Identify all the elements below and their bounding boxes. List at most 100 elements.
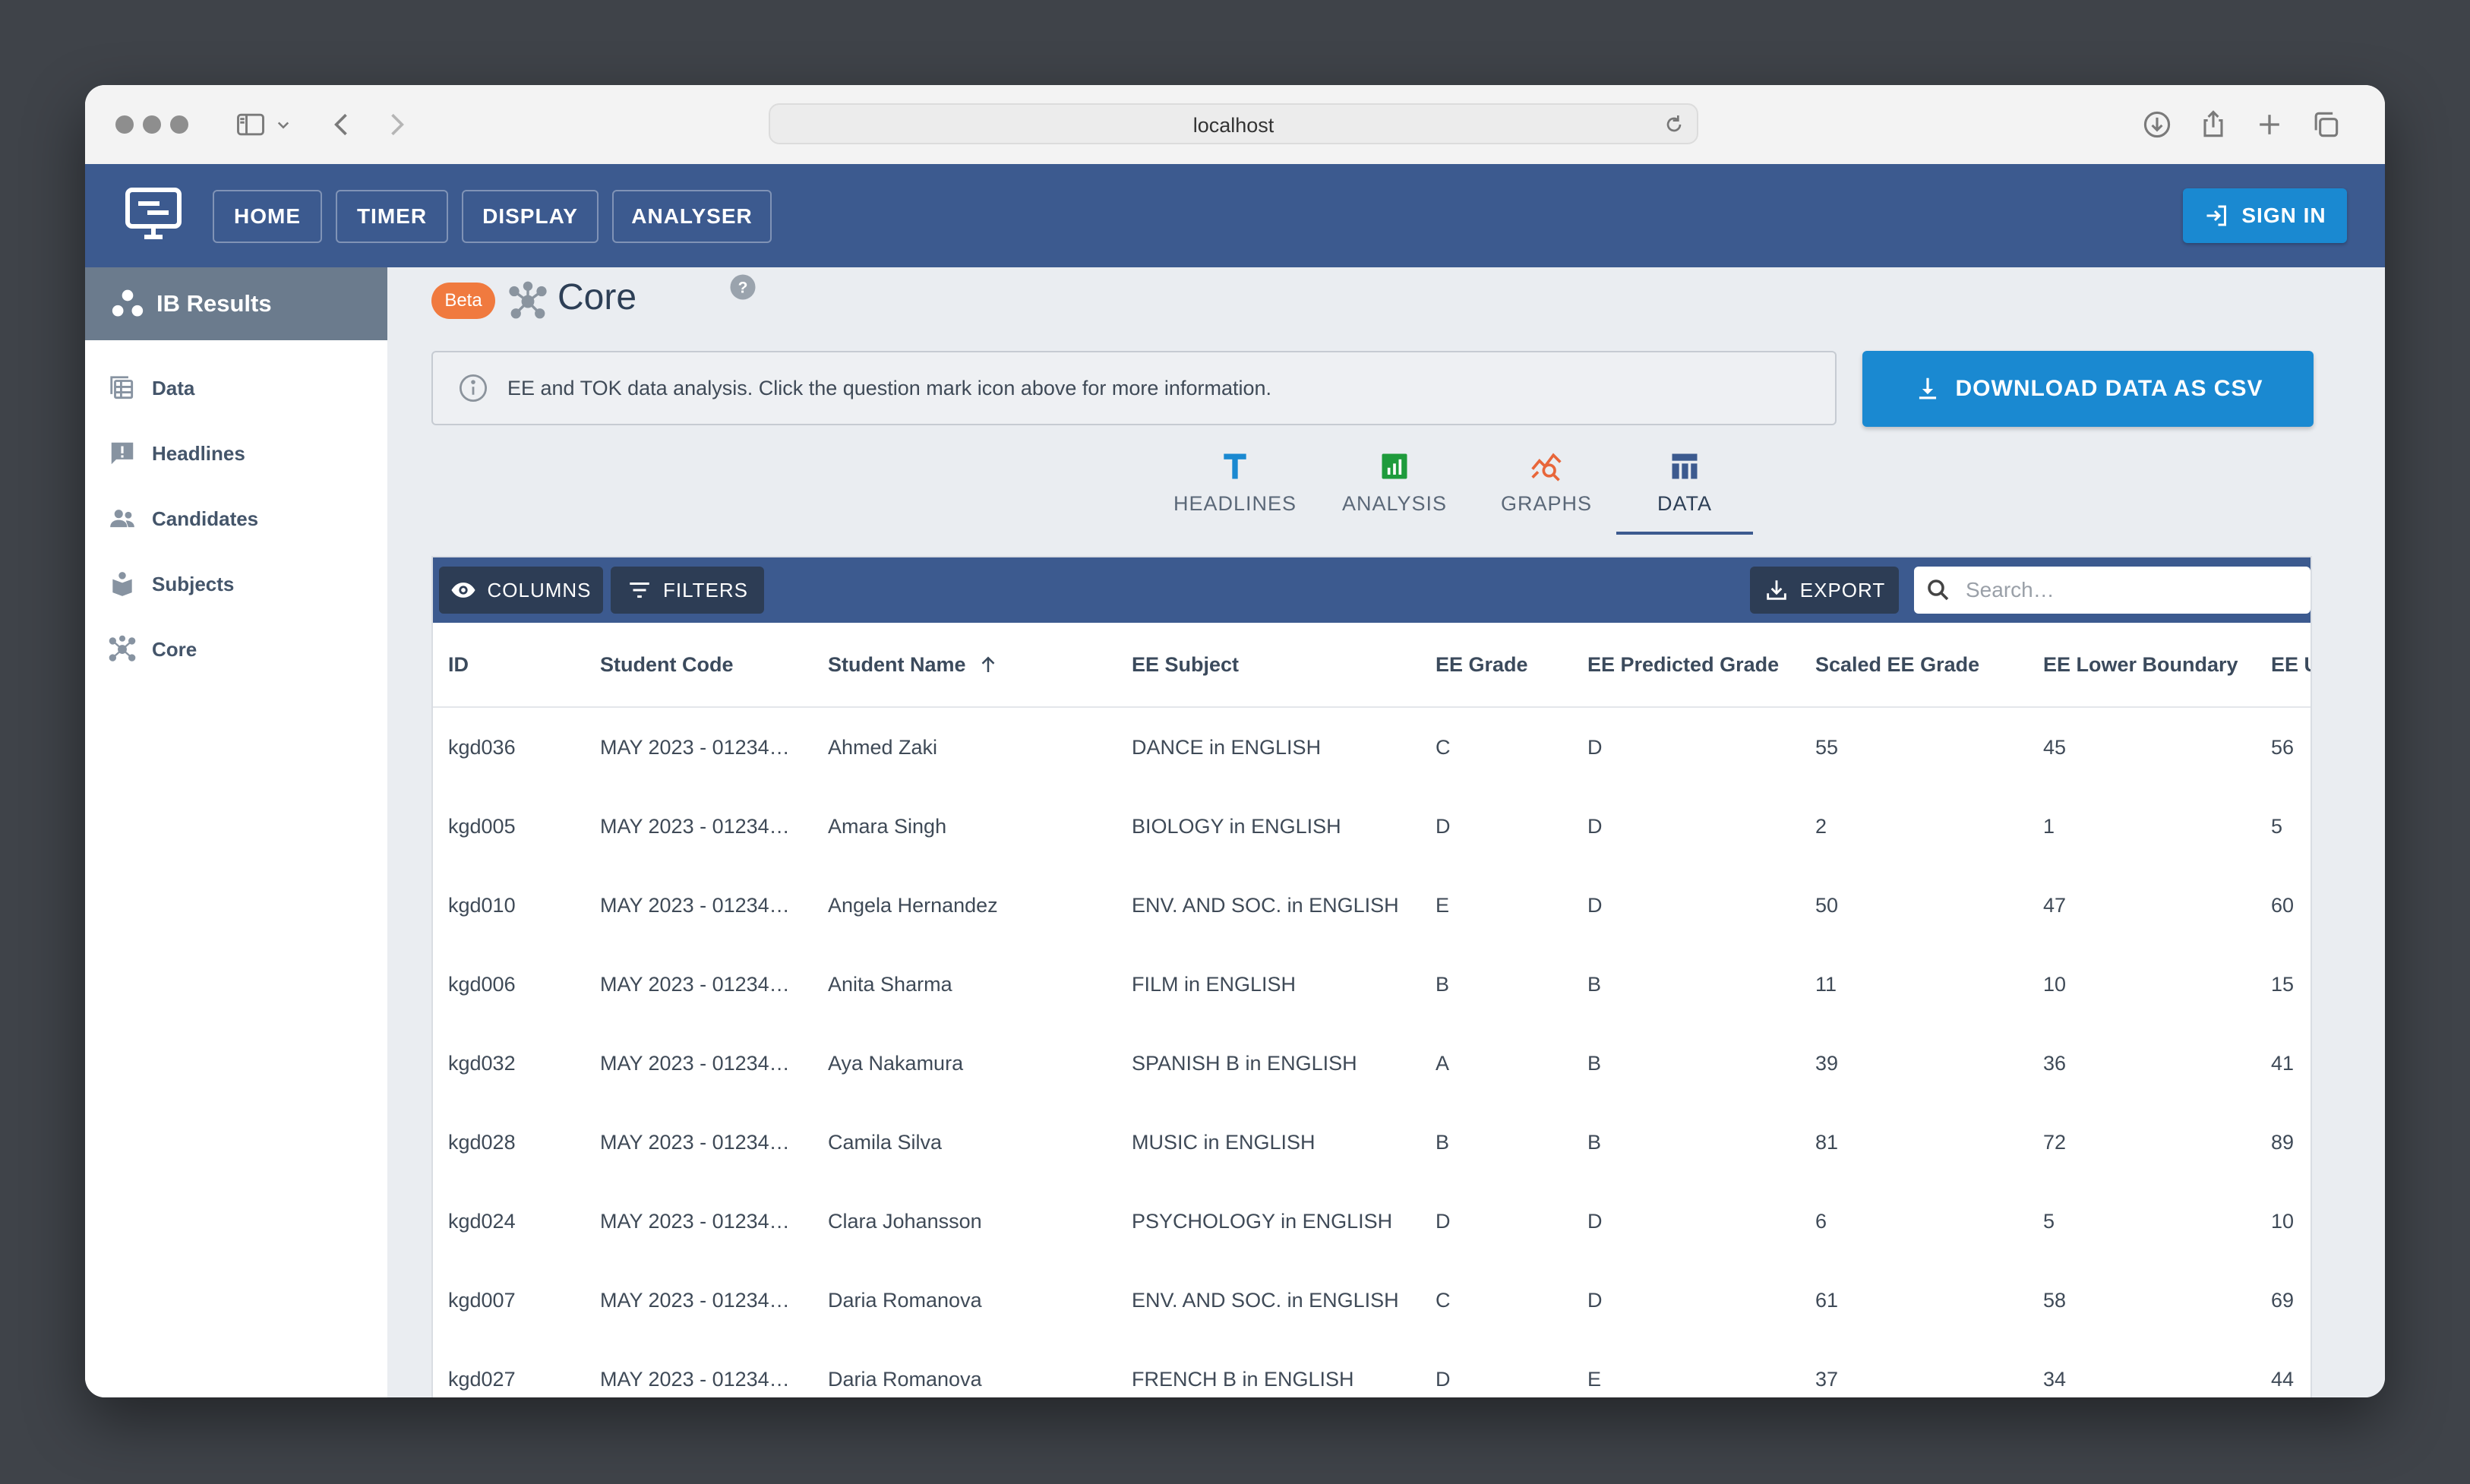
cell-scaled-ee-grade: 81 — [1815, 1130, 1839, 1154]
cell-student-code: MAY 2023 - 01234… — [600, 814, 790, 838]
cell-student-name: Daria Romanova — [828, 1367, 982, 1391]
cell-id: kgd036 — [448, 735, 516, 759]
cell-ee-predicted-grade: D — [1587, 893, 1603, 917]
filters-button[interactable]: FILTERS — [611, 567, 764, 614]
columns-button[interactable]: COLUMNS — [439, 567, 603, 614]
sidebar: IB Results Data Headlines Candidates Sub… — [85, 267, 389, 1397]
app-logo-icon[interactable] — [125, 187, 182, 240]
table-row[interactable]: kgd010 MAY 2023 - 01234… Angela Hernandez E… — [433, 866, 2310, 946]
nav-home-button[interactable]: HOME — [213, 190, 322, 243]
grid-toolbar: COLUMNS FILTERS EXPORT — [433, 557, 2310, 623]
cell-ee-subject: MUSIC in ENGLISH — [1132, 1130, 1316, 1154]
table-row[interactable]: kgd006 MAY 2023 - 01234… Anita Sharma FILM … — [433, 945, 2310, 1025]
sidebar-item-core[interactable]: Core — [85, 623, 387, 676]
cell-student-code: MAY 2023 - 01234… — [600, 735, 790, 759]
help-icon[interactable]: ? — [729, 273, 756, 301]
column-header-student-name[interactable]: Student Name — [828, 623, 1117, 706]
table-row[interactable]: kgd036 MAY 2023 - 01234… Ahmed Zaki DANCE i… — [433, 708, 2310, 788]
cell-student-name: Camila Silva — [828, 1130, 943, 1154]
cell-ee-lower-boundary: 45 — [2043, 735, 2067, 759]
browser-toolbar: localhost — [85, 85, 2385, 166]
sidebar-header[interactable]: IB Results — [85, 267, 387, 340]
cell-ee-subject: PSYCHOLOGY in ENGLISH — [1132, 1209, 1393, 1233]
column-header-ee-lower-boundary[interactable]: EE Lower Boundary — [2043, 652, 2238, 676]
table-row[interactable]: kgd028 MAY 2023 - 01234… Camila Silva MUSIC… — [433, 1103, 2310, 1183]
tab-analysis[interactable]: ANALYSIS — [1334, 445, 1455, 535]
tab-data[interactable]: DATA — [1616, 445, 1753, 535]
new-tab-icon[interactable] — [2253, 108, 2286, 141]
info-alert: EE and TOK data analysis. Click the ques… — [431, 351, 1837, 425]
table-row[interactable]: kgd027 MAY 2023 - 01234… Daria Romanova FRE… — [433, 1340, 2310, 1397]
tab-graphs[interactable]: GRAPHS — [1486, 445, 1607, 535]
address-bar[interactable]: localhost — [769, 103, 1698, 144]
cell-ee-upper-boundary: 89 — [2271, 1130, 2295, 1154]
tab-label: ANALYSIS — [1341, 492, 1448, 515]
nav-timer-button[interactable]: TIMER — [336, 190, 448, 243]
download-icon[interactable] — [2140, 108, 2174, 141]
cell-student-name: Amara Singh — [828, 814, 947, 838]
sign-in-button[interactable]: SIGN IN — [2183, 188, 2347, 243]
back-arrow-icon[interactable] — [325, 108, 358, 141]
table-row[interactable]: kgd005 MAY 2023 - 01234… Amara Singh BIOLOG… — [433, 787, 2310, 867]
sort-ascending-icon[interactable] — [977, 653, 1000, 676]
cell-ee-grade: C — [1436, 735, 1451, 759]
download-icon — [1919, 377, 1936, 399]
url-text: localhost — [1192, 114, 1274, 137]
search-input[interactable] — [1964, 577, 2286, 603]
sidebar-item-candidates[interactable]: Candidates — [85, 492, 387, 545]
cell-id: kgd028 — [448, 1130, 516, 1154]
forward-arrow-icon[interactable] — [380, 108, 413, 141]
cell-ee-predicted-grade: B — [1587, 972, 1602, 996]
share-icon[interactable] — [2197, 108, 2230, 141]
column-header-student-code[interactable]: Student Code — [600, 652, 734, 676]
tab-overview-icon[interactable] — [2309, 108, 2342, 141]
cell-ee-predicted-grade: E — [1587, 1367, 1602, 1391]
download-csv-button[interactable]: DOWNLOAD DATA AS CSV — [1862, 351, 2314, 427]
sidebar-item-label: Core — [152, 637, 197, 661]
cell-ee-subject: FILM in ENGLISH — [1132, 972, 1297, 996]
cell-student-code: MAY 2023 - 01234… — [600, 1367, 790, 1391]
cell-ee-subject: SPANISH B in ENGLISH — [1132, 1051, 1357, 1075]
column-header-id[interactable]: ID — [448, 652, 469, 676]
cell-id: kgd024 — [448, 1209, 516, 1233]
cell-student-code: MAY 2023 - 01234… — [600, 1051, 790, 1075]
sidebar-toggle-icon[interactable] — [234, 108, 267, 141]
eye-icon — [451, 583, 476, 598]
sidebar-item-headlines[interactable]: Headlines — [85, 427, 387, 480]
export-button[interactable]: EXPORT — [1750, 567, 1899, 614]
cell-student-name: Angela Hernandez — [828, 893, 998, 917]
search-icon — [1925, 576, 1952, 604]
cell-student-code: MAY 2023 - 01234… — [600, 972, 790, 996]
table-row[interactable]: kgd032 MAY 2023 - 01234… Aya Nakamura SPANI… — [433, 1024, 2310, 1104]
table-row[interactable]: kgd007 MAY 2023 - 01234… Daria Romanova ENV… — [433, 1261, 2310, 1341]
filters-label: FILTERS — [663, 578, 748, 601]
cell-ee-subject: FRENCH B in ENGLISH — [1132, 1367, 1354, 1391]
zoom-window-button[interactable] — [170, 115, 188, 134]
column-header-ee-upper-boundary[interactable]: EE U — [2271, 652, 2310, 676]
nav-analyser-button[interactable]: ANALYSER — [612, 190, 772, 243]
search-box[interactable] — [1914, 567, 2310, 614]
export-icon — [1767, 580, 1786, 600]
column-header-ee-predicted-grade[interactable]: EE Predicted Grade — [1587, 652, 1780, 676]
cell-scaled-ee-grade: 61 — [1815, 1288, 1839, 1312]
sidebar-item-subjects[interactable]: Subjects — [85, 557, 387, 611]
cell-scaled-ee-grade: 11 — [1815, 972, 1837, 996]
cell-scaled-ee-grade: 37 — [1815, 1367, 1839, 1391]
cell-id: kgd007 — [448, 1288, 516, 1312]
login-icon — [2206, 205, 2227, 226]
tab-headlines[interactable]: HEADLINES — [1173, 445, 1296, 535]
reload-icon[interactable] — [1662, 112, 1686, 137]
chevron-down-icon[interactable] — [272, 108, 295, 141]
minimize-window-button[interactable] — [143, 115, 161, 134]
download-csv-label: DOWNLOAD DATA AS CSV — [1955, 376, 2263, 401]
table-row[interactable]: kgd024 MAY 2023 - 01234… Clara Johansson PS… — [433, 1182, 2310, 1262]
tab-label: GRAPHS — [1500, 492, 1593, 515]
cell-ee-upper-boundary: 5 — [2271, 814, 2283, 838]
nav-display-button[interactable]: DISPLAY — [462, 190, 599, 243]
sidebar-item-data[interactable]: Data — [85, 362, 387, 415]
close-window-button[interactable] — [115, 115, 134, 134]
cell-ee-subject: ENV. AND SOC. in ENGLISH — [1132, 893, 1399, 917]
column-header-ee-grade[interactable]: EE Grade — [1436, 652, 1528, 676]
column-header-scaled-ee-grade[interactable]: Scaled EE Grade — [1815, 652, 1980, 676]
column-header-ee-subject[interactable]: EE Subject — [1132, 652, 1240, 676]
